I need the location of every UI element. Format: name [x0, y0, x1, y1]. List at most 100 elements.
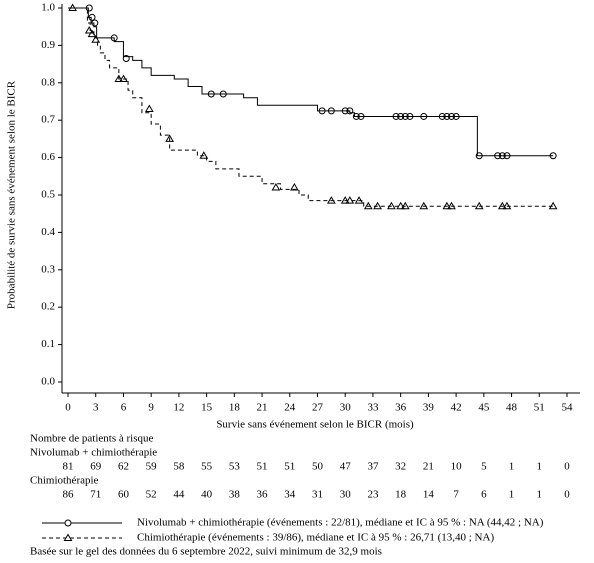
risk-number: 1 — [537, 489, 543, 501]
censor-mark — [207, 90, 215, 98]
censor-mark — [387, 201, 396, 210]
risk-number: 5 — [481, 461, 487, 473]
risk-number: 7 — [453, 489, 459, 501]
risk-number: 55 — [201, 461, 213, 473]
x-tick-label: 18 — [229, 402, 241, 414]
risk-number: 44 — [173, 489, 185, 501]
censor-mark — [420, 112, 428, 120]
risk-number: 1 — [509, 461, 515, 473]
censor-mark — [84, 25, 94, 34]
censor-mark — [85, 4, 93, 12]
x-tick-label: 9 — [148, 402, 154, 414]
x-tick-label: 48 — [506, 402, 518, 414]
legend-label: Chimiothérapie (événements : 39/86), méd… — [137, 532, 494, 544]
y-tick-label: 0.2 — [41, 301, 55, 313]
x-tick-label: 6 — [121, 402, 127, 414]
risk-number: 23 — [367, 489, 379, 501]
censor-mark — [354, 196, 364, 204]
censor-mark — [91, 35, 101, 43]
survival-curve — [68, 7, 554, 157]
x-tick-label: 0 — [65, 402, 71, 414]
risk-number: 34 — [284, 489, 296, 501]
risk-number: 18 — [395, 489, 407, 501]
risk-number: 81 — [63, 461, 74, 473]
y-tick-label: 0.5 — [41, 189, 55, 201]
risk-number: 60 — [118, 489, 130, 501]
censor-mark — [91, 19, 99, 27]
censor-mark — [400, 201, 410, 210]
risk-number: 10 — [451, 461, 463, 473]
x-tick-label: 27 — [312, 402, 324, 414]
x-tick-label: 42 — [451, 402, 462, 414]
y-tick-label: 0.1 — [41, 338, 55, 350]
censor-mark — [199, 151, 209, 159]
risk-row-label: Nivolumab + chimiothérapie — [30, 447, 157, 459]
risk-row-label: Chimiothérapie — [30, 475, 99, 487]
risk-number: 59 — [146, 461, 158, 473]
y-tick-label: 0.4 — [41, 226, 55, 238]
censor-mark — [122, 54, 130, 62]
risk-number: 38 — [229, 489, 241, 501]
legend-marker — [64, 519, 72, 527]
y-tick-label: 0.7 — [41, 114, 55, 126]
censor-mark — [392, 112, 400, 120]
censor-mark — [327, 107, 335, 115]
x-tick-label: 21 — [257, 402, 268, 414]
censor-mark — [340, 196, 350, 204]
risk-number: 47 — [340, 461, 352, 473]
footnote: Basée sur le gel des données du 6 septem… — [30, 546, 382, 558]
x-tick-label: 12 — [173, 402, 184, 414]
censor-mark — [110, 34, 118, 42]
y-tick-label: 0.9 — [41, 39, 55, 51]
censor-mark — [68, 3, 77, 11]
censor-mark — [397, 112, 405, 120]
survival-curve — [68, 7, 554, 207]
risk-number: 14 — [423, 489, 435, 501]
censor-mark — [503, 152, 511, 160]
censor-mark — [502, 201, 512, 210]
x-tick-label: 51 — [534, 402, 545, 414]
censor-mark — [290, 183, 299, 191]
risk-number: 71 — [90, 489, 101, 501]
censor-mark — [396, 201, 406, 210]
censor-mark — [87, 29, 97, 38]
risk-number: 58 — [173, 461, 185, 473]
risk-number: 37 — [367, 461, 379, 473]
censor-mark — [357, 112, 365, 120]
risk-number: 62 — [118, 461, 129, 473]
censor-mark — [497, 201, 507, 210]
censor-mark — [549, 152, 557, 160]
x-tick-label: 30 — [340, 402, 352, 414]
censor-mark — [119, 74, 128, 83]
censor-mark — [548, 201, 558, 210]
x-tick-label: 39 — [423, 402, 435, 414]
censor-mark — [318, 107, 326, 115]
censor-mark — [401, 112, 409, 120]
risk-number: 0 — [564, 489, 570, 501]
censor-mark — [498, 152, 506, 160]
censor-mark — [406, 112, 414, 120]
x-tick-label: 33 — [367, 402, 379, 414]
censor-mark — [341, 107, 349, 115]
risk-number: 1 — [537, 461, 543, 473]
y-tick-label: 0.8 — [41, 76, 55, 88]
risk-number: 40 — [201, 489, 213, 501]
risk-number: 52 — [146, 489, 157, 501]
y-tick-label: 0.3 — [41, 263, 55, 275]
legend-marker — [63, 533, 73, 541]
censor-mark — [373, 201, 382, 210]
y-tick-label: 0.0 — [41, 376, 55, 388]
x-tick-label: 36 — [395, 402, 407, 414]
x-tick-label: 3 — [93, 402, 99, 414]
censor-mark — [352, 112, 360, 120]
x-tick-label: 24 — [284, 402, 296, 414]
censor-mark — [447, 201, 456, 210]
risk-number: 0 — [564, 461, 570, 473]
risk-number: 30 — [340, 489, 352, 501]
censor-mark — [219, 90, 227, 98]
censor-mark — [88, 13, 96, 21]
risk-number: 51 — [257, 461, 268, 473]
risk-number: 51 — [284, 461, 295, 473]
risk-number: 21 — [423, 461, 434, 473]
